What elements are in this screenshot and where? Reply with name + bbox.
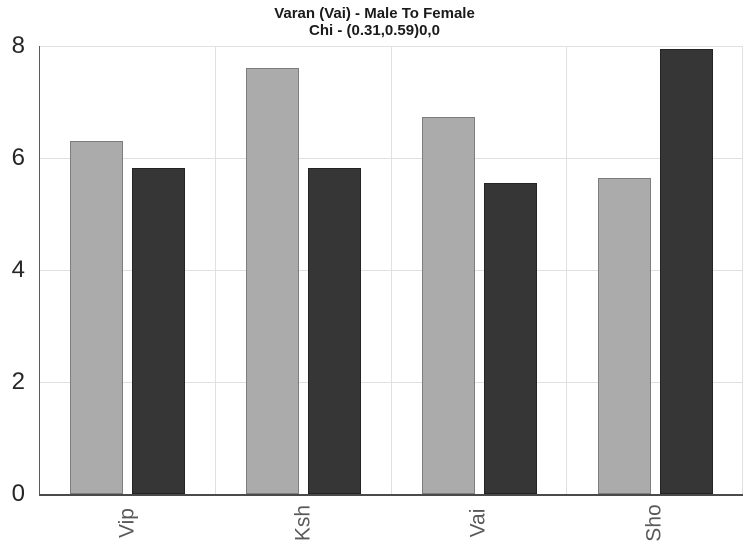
gridline-vertical — [742, 46, 743, 494]
bar-male-vip — [70, 141, 124, 494]
gridline-horizontal — [40, 382, 743, 383]
y-tick-label: 2 — [11, 368, 25, 395]
bar-group-ksh — [216, 46, 392, 494]
gridline-vertical — [390, 46, 392, 494]
chart-title-block: Varan (Vai) - Male To Female Chi - (0.31… — [0, 5, 749, 39]
gridline-horizontal — [40, 158, 743, 159]
y-tick-label: 6 — [11, 144, 25, 171]
gridline-horizontal — [40, 46, 743, 47]
x-tick-label: Sho — [642, 504, 666, 542]
bar-group-sho — [567, 46, 743, 494]
y-axis: 0 2 4 6 8 — [0, 34, 32, 506]
x-tick-label: Vip — [115, 508, 139, 538]
x-tick-label: Ksh — [291, 504, 315, 542]
y-tick-label: 8 — [11, 32, 25, 59]
bar-female-sho — [659, 48, 713, 494]
chart-title: Varan (Vai) - Male To Female — [274, 5, 475, 22]
gridline-horizontal — [40, 270, 743, 271]
bar-male-sho — [597, 177, 651, 494]
x-tick-label: Vai — [466, 508, 490, 538]
bar-female-ksh — [308, 167, 362, 494]
bar-female-vai — [483, 183, 537, 494]
gridline-vertical — [214, 46, 216, 494]
chart-subtitle: Chi - (0.31,0.59)0,0 — [309, 22, 440, 39]
plot-area — [39, 46, 743, 496]
bar-male-ksh — [246, 68, 300, 494]
y-tick-label: 4 — [11, 256, 25, 283]
y-tick-label: 0 — [11, 480, 25, 507]
bar-male-vai — [421, 117, 475, 494]
bar-female-vip — [132, 167, 186, 494]
bar-group-vip — [40, 46, 216, 494]
gridline-vertical — [566, 46, 568, 494]
x-axis: Vip Ksh Vai Sho — [39, 496, 742, 549]
bar-group-vai — [392, 46, 568, 494]
